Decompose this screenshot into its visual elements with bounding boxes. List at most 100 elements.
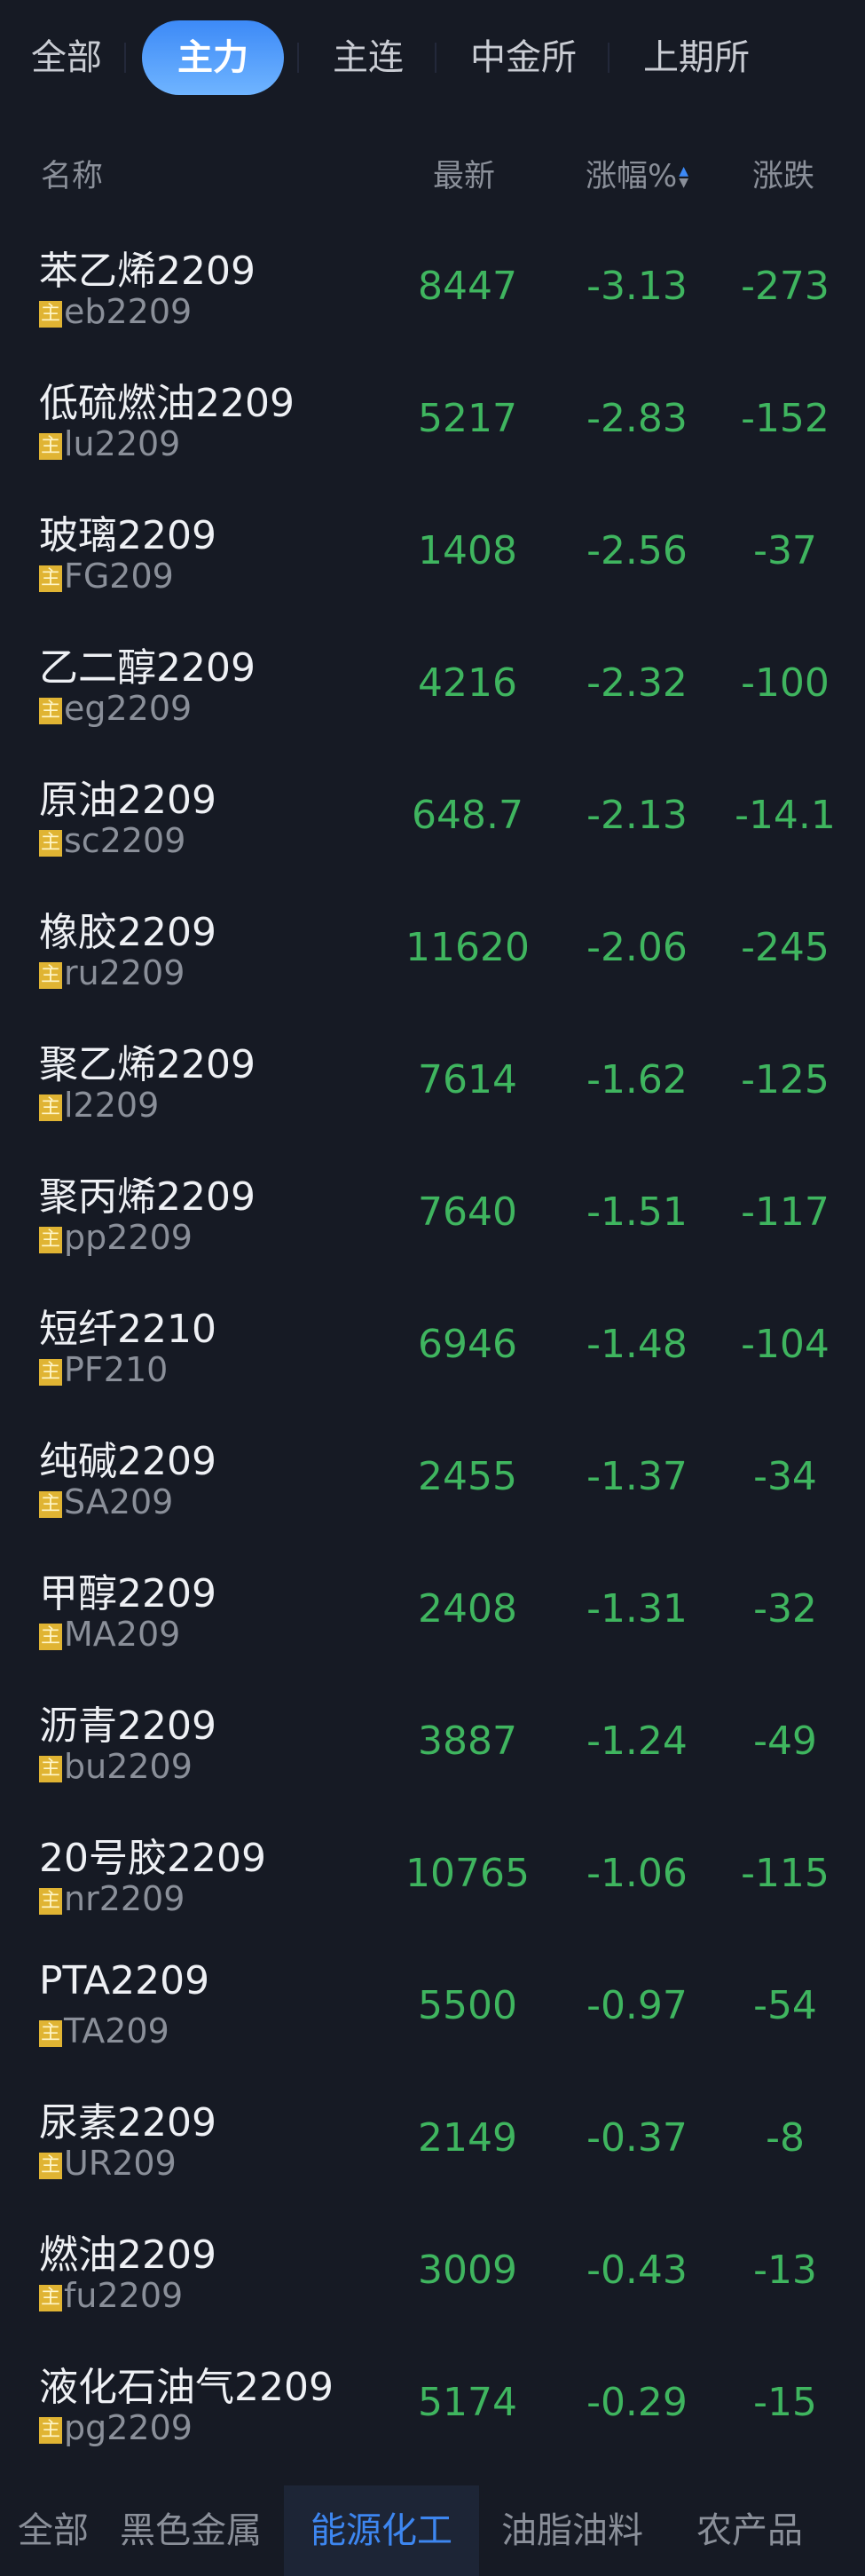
contract-name: 聚丙烯2209 <box>39 1174 256 1220</box>
table-row[interactable]: 低硫燃油2209 主 lu2209 5217 -2.83 -152 <box>0 359 865 491</box>
change-pct: -0.43 <box>586 2248 688 2293</box>
main-contract-badge-icon: 主 <box>39 1887 62 1915</box>
change-value: -15 <box>753 2380 817 2425</box>
divider <box>608 43 609 73</box>
latest-price: 6946 <box>418 1322 517 1367</box>
contract-name: 沥青2209 <box>39 1703 216 1749</box>
contract-name: 液化石油气2209 <box>39 2365 334 2410</box>
contract-name: 甲醇2209 <box>39 1571 216 1616</box>
change-pct: -2.32 <box>586 660 688 706</box>
main-contract-badge-icon: 主 <box>39 2019 62 2047</box>
contract-code-line: 主 FG209 <box>39 557 174 596</box>
change-pct: -3.13 <box>586 264 688 309</box>
main-contract-badge-icon: 主 <box>39 2152 62 2179</box>
contract-code: TA209 <box>64 2011 169 2051</box>
contract-code-line: 主 PF210 <box>39 1350 168 1389</box>
latest-price: 8447 <box>418 264 517 309</box>
table-row[interactable]: 燃油2209 主 fu2209 3009 -0.43 -13 <box>0 2210 865 2343</box>
header-change-pct[interactable]: 涨幅% ▲ ▼ <box>586 151 688 196</box>
category-all[interactable]: 全部 <box>18 2510 89 2551</box>
change-pct: -0.97 <box>586 1983 688 2028</box>
table-row[interactable]: 玻璃2209 主 FG209 1408 -2.56 -37 <box>0 491 865 623</box>
main-contract-badge-icon: 主 <box>39 697 62 724</box>
contract-name: 低硫燃油2209 <box>39 381 295 426</box>
latest-price: 3887 <box>418 1719 517 1764</box>
contract-name: 原油2209 <box>39 778 216 823</box>
contract-code-line: 主 MA209 <box>39 1615 180 1654</box>
tab-all[interactable]: 全部 <box>31 37 102 78</box>
contract-code-line: 主 ru2209 <box>39 953 185 992</box>
change-pct: -2.83 <box>586 396 688 441</box>
contract-name: 燃油2209 <box>39 2232 216 2278</box>
table-row[interactable]: 尿素2209 主 UR209 2149 -0.37 -8 <box>0 2078 865 2210</box>
tab-main-continuous[interactable]: 主连 <box>333 37 404 78</box>
contract-code-line: 主 pg2209 <box>39 2408 193 2447</box>
contract-code-line: 主 lu2209 <box>39 424 180 463</box>
change-pct: -1.06 <box>586 1851 688 1896</box>
contract-code: l2209 <box>64 1086 160 1125</box>
divider <box>124 43 126 73</box>
change-pct: -1.37 <box>586 1454 688 1499</box>
table-row[interactable]: 纯碱2209 主 SA209 2455 -1.37 -34 <box>0 1417 865 1549</box>
latest-price: 4216 <box>418 660 517 706</box>
contract-name: PTA2209 <box>39 1958 210 2003</box>
tab-cffex[interactable]: 中金所 <box>470 37 577 78</box>
contract-name: 苯乙烯2209 <box>39 249 256 294</box>
table-row[interactable]: 原油2209 主 sc2209 648.7 -2.13 -14.1 <box>0 755 865 888</box>
contract-code: pg2209 <box>64 2408 193 2447</box>
contract-code: nr2209 <box>64 1879 185 1918</box>
contract-code: pp2209 <box>64 1218 193 1257</box>
table-row[interactable]: 聚乙烯2209 主 l2209 7614 -1.62 -125 <box>0 1020 865 1152</box>
contract-code: lu2209 <box>64 424 181 463</box>
category-energy-chem[interactable]: 能源化工 <box>284 2485 479 2576</box>
main-contract-badge-icon: 主 <box>39 1358 62 1386</box>
latest-price: 5174 <box>418 2380 517 2425</box>
table-row[interactable]: 甲醇2209 主 MA209 2408 -1.31 -32 <box>0 1549 865 1681</box>
latest-price: 5500 <box>418 1983 517 2028</box>
change-value: -125 <box>741 1057 830 1102</box>
change-value: -34 <box>753 1454 817 1499</box>
contract-code: eg2209 <box>64 689 193 728</box>
latest-price: 5217 <box>418 396 517 441</box>
main-contract-badge-icon: 主 <box>39 1094 62 1121</box>
change-pct: -0.29 <box>586 2380 688 2425</box>
table-row[interactable]: 乙二醇2209 主 eg2209 4216 -2.32 -100 <box>0 623 865 755</box>
table-row[interactable]: 沥青2209 主 bu2209 3887 -1.24 -49 <box>0 1681 865 1813</box>
main-contract-badge-icon: 主 <box>39 961 62 989</box>
table-row[interactable]: 苯乙烯2209 主 eb2209 8447 -3.13 -273 <box>0 226 865 359</box>
table-row[interactable]: PTA2209 主 TA209 5500 -0.97 -54 <box>0 1946 865 2078</box>
contract-name: 尿素2209 <box>39 2100 216 2145</box>
contract-code: FG209 <box>64 557 174 596</box>
table-row[interactable]: 20号胶2209 主 nr2209 10765 -1.06 -115 <box>0 1813 865 1946</box>
table-row[interactable]: 橡胶2209 主 ru2209 11620 -2.06 -245 <box>0 888 865 1020</box>
divider <box>297 43 299 73</box>
category-oils[interactable]: 油脂油料 <box>501 2510 643 2551</box>
tab-main[interactable]: 主力 <box>142 20 284 95</box>
contract-code: sc2209 <box>64 821 186 860</box>
tab-shfe[interactable]: 上期所 <box>643 37 750 78</box>
contract-code: bu2209 <box>64 1747 193 1786</box>
latest-price: 2149 <box>418 2115 517 2161</box>
contract-code-line: 主 sc2209 <box>39 821 185 860</box>
table-row[interactable]: 聚丙烯2209 主 pp2209 7640 -1.51 -117 <box>0 1152 865 1284</box>
contract-name: 20号胶2209 <box>39 1836 266 1881</box>
contract-code: MA209 <box>64 1615 181 1654</box>
change-pct: -1.62 <box>586 1057 688 1102</box>
change-value: -104 <box>741 1322 830 1367</box>
contract-name: 纯碱2209 <box>39 1439 216 1484</box>
main-contract-badge-icon: 主 <box>39 300 62 328</box>
exchange-tabs: 全部 主力 主连 中金所 上期所 <box>0 0 865 115</box>
category-ferrous[interactable]: 黑色金属 <box>120 2510 262 2551</box>
category-agri[interactable]: 农产品 <box>696 2510 803 2551</box>
main-contract-badge-icon: 主 <box>39 565 62 592</box>
table-row[interactable]: 短纤2210 主 PF210 6946 -1.48 -104 <box>0 1284 865 1417</box>
header-latest[interactable]: 最新 <box>433 159 496 194</box>
contract-code-line: 主 nr2209 <box>39 1879 185 1918</box>
header-change[interactable]: 涨跌 <box>752 159 815 194</box>
change-value: -115 <box>741 1851 830 1896</box>
change-value: -152 <box>741 396 830 441</box>
main-contract-badge-icon: 主 <box>39 432 62 460</box>
header-name[interactable]: 名称 <box>41 159 104 194</box>
table-row[interactable]: 液化石油气2209 主 pg2209 5174 -0.29 -15 <box>0 2343 865 2475</box>
latest-price: 3009 <box>418 2248 517 2293</box>
